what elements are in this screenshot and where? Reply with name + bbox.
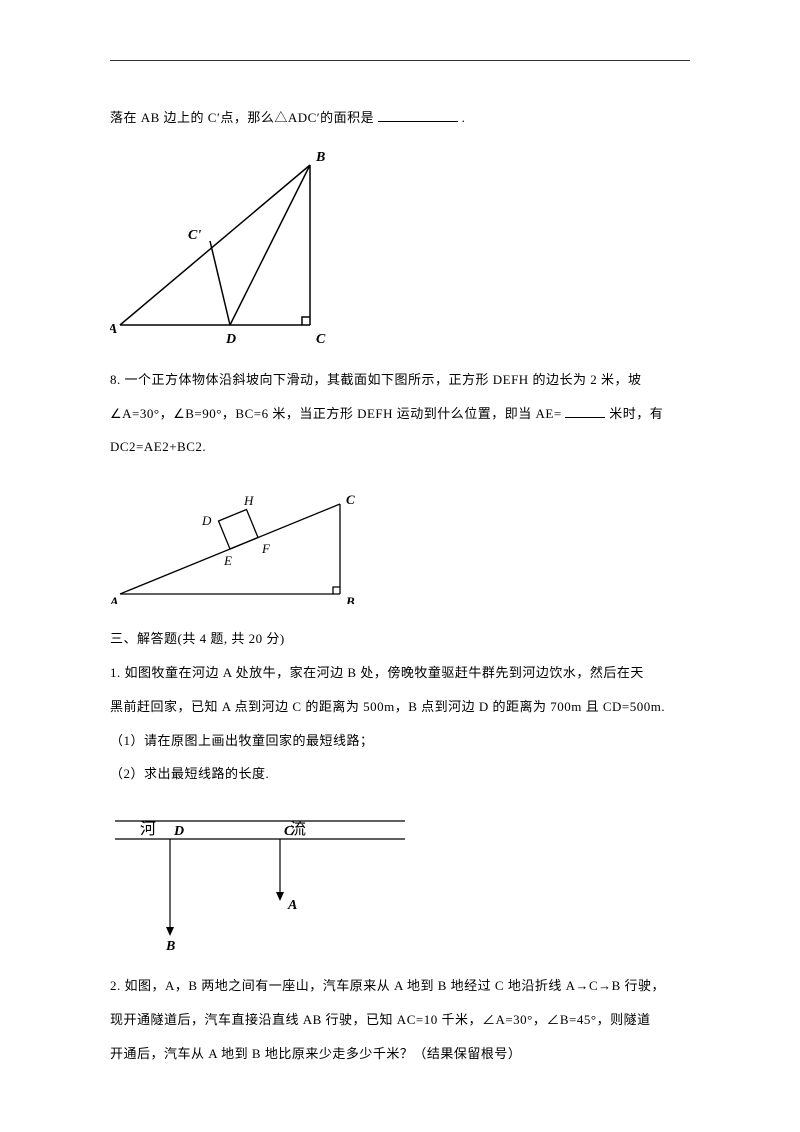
q8-line3: DC2=AE2+BC2.: [110, 430, 690, 464]
q8-line2b: 米时，有: [609, 406, 663, 421]
q31-line2: 黑前赶回家，已知 A 点到河边 C 的距离为 500m，B 点到河边 D 的距离…: [110, 690, 690, 724]
label-D31: D: [173, 824, 184, 839]
label-A: A: [110, 322, 117, 337]
label-B: B: [315, 150, 325, 165]
q7-blank: [378, 109, 458, 122]
figure-q8: A B C E F D H: [110, 474, 690, 604]
q7-tail-line: 落在 AB 边上的 C′点，那么△ADC′的面积是 .: [110, 101, 690, 135]
q32-line2: 现开通隧道后，汽车直接沿直线 AB 行驶，已知 AC=10 千米，∠A=30°，…: [110, 1003, 690, 1037]
label-C31: C: [284, 824, 294, 839]
q8-blank: [565, 405, 605, 418]
label-F8: F: [261, 541, 271, 556]
q32-line3: 开通后，汽车从 A 地到 B 地比原来少走多少千米？（结果保留根号）: [110, 1037, 690, 1071]
q8-line2: ∠A=30°，∠B=90°，BC=6 米，当正方形 DEFH 运动到什么位置，即…: [110, 397, 690, 431]
label-B31: B: [165, 939, 175, 951]
label-A31: A: [287, 898, 297, 913]
q7-tail-text: 落在 AB 边上的 C′点，那么△ADC′的面积是: [110, 110, 374, 125]
label-Cprime: C': [188, 228, 201, 243]
label-D8: D: [201, 513, 212, 528]
label-D: D: [225, 332, 236, 345]
label-C8: C: [346, 492, 355, 507]
q8-line1: 8. 一个正方体物体沿斜坡向下滑动，其截面如下图所示，正方形 DEFH 的边长为…: [110, 363, 690, 397]
section3-heading: 三、解答题(共 4 题, 共 20 分): [110, 622, 690, 656]
label-H8: H: [243, 493, 254, 508]
q7-tail-period: .: [462, 110, 466, 125]
label-E8: E: [223, 553, 232, 568]
top-rule: [110, 60, 690, 61]
label-A8: A: [110, 594, 119, 604]
q31-line1: 1. 如图牧童在河边 A 处放牛，家在河边 B 处，傍晚牧童驱赶牛群先到河边饮水…: [110, 656, 690, 690]
label-C: C: [316, 332, 326, 345]
figure-q31: 河 流 D C B A: [110, 801, 690, 951]
river-label-left: 河: [140, 820, 156, 838]
q32-line1: 2. 如图，A，B 两地之间有一座山，汽车原来从 A 地到 B 地经过 C 地沿…: [110, 969, 690, 1003]
q31-sub1: （1）请在原图上画出牧童回家的最短线路；: [110, 724, 690, 758]
q31-sub2: （2）求出最短线路的长度.: [110, 757, 690, 791]
figure-q7: A D C B C': [110, 145, 690, 345]
label-B8: B: [345, 594, 355, 604]
q8-line2a: ∠A=30°，∠B=90°，BC=6 米，当正方形 DEFH 运动到什么位置，即…: [110, 406, 562, 421]
